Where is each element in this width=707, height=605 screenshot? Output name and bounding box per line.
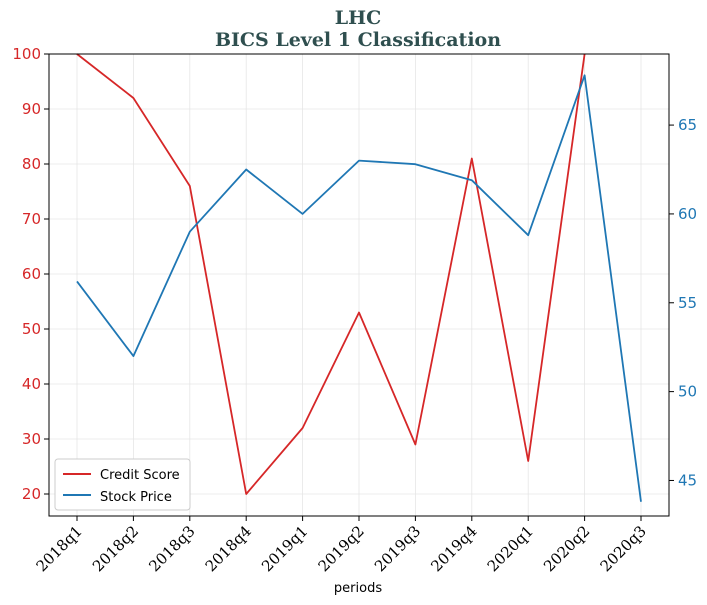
x-tick-label: 2019q4 (427, 522, 480, 575)
x-tick-label: 2019q1 (258, 522, 311, 575)
left-tick-label: 40 (22, 375, 41, 393)
right-tick-label: 50 (678, 383, 697, 401)
x-tick-label: 2018q2 (89, 522, 142, 575)
series-layer (76, 53, 642, 502)
left-tick-label: 60 (22, 265, 41, 283)
x-tick-label: 2018q3 (145, 522, 198, 575)
right-tick-label: 55 (678, 294, 697, 312)
left-tick-label: 100 (12, 45, 41, 63)
right-tick-label: 45 (678, 471, 697, 489)
stock-price-line (76, 74, 642, 502)
x-tick-label: 2020q2 (540, 522, 593, 575)
x-tick-label: 2018q1 (33, 522, 86, 575)
left-axis: 20 30 40 50 60 70 80 90 100 (12, 45, 49, 503)
legend: Credit Score Stock Price (54, 458, 191, 511)
x-tick-label: 2020q3 (597, 522, 650, 575)
x-axis: 2018q1 2018q2 2018q3 2018q4 2019q1 2019q2 2019… (33, 516, 650, 575)
x-tick-label: 2018q4 (202, 522, 255, 575)
left-tick-label: 30 (22, 430, 41, 448)
left-tick-label: 80 (22, 155, 41, 173)
right-axis: 45 50 55 60 65 (669, 116, 697, 489)
x-axis-label: periods (334, 581, 382, 596)
left-tick-label: 90 (22, 100, 41, 118)
x-tick-label: 2019q3 (371, 522, 424, 575)
legend-box (54, 458, 191, 511)
credit-score-line (76, 53, 586, 495)
grid-layer (49, 53, 669, 516)
legend-stock-price-label: Stock Price (100, 490, 172, 505)
legend-credit-score-label: Credit Score (100, 468, 180, 483)
left-tick-label: 70 (22, 210, 41, 228)
right-tick-label: 60 (678, 205, 697, 223)
left-tick-label: 20 (22, 485, 41, 503)
left-tick-label: 50 (22, 320, 41, 338)
chart-subtitle: BICS Level 1 Classification (215, 29, 501, 51)
x-tick-label: 2020q1 (484, 522, 537, 575)
right-tick-label: 65 (678, 116, 697, 134)
chart-title: LHC (335, 7, 381, 29)
x-tick-label: 2019q2 (315, 522, 368, 575)
